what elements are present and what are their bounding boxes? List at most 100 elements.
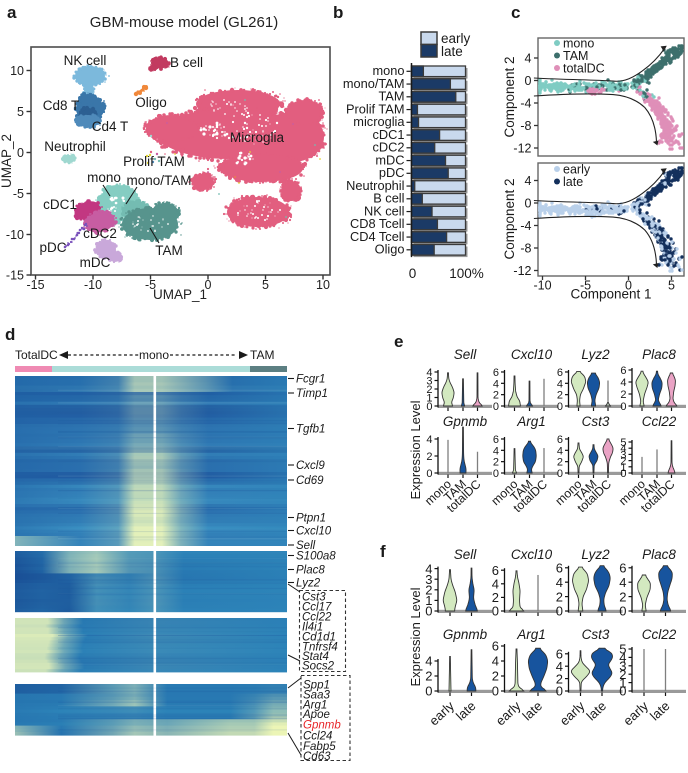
svg-text:2: 2 [556,671,563,686]
svg-text:6: 6 [556,560,563,575]
svg-text:Plac8: Plac8 [642,547,676,562]
svg-text:mono: mono [139,348,169,362]
svg-text:-4: -4 [520,97,531,111]
svg-text:4: 4 [426,434,432,446]
svg-text:2: 2 [619,667,626,682]
svg-text:Sell: Sell [296,540,316,552]
svg-text:3: 3 [425,572,432,587]
svg-text:mDC: mDC [80,255,111,270]
svg-text:TAM: TAM [378,89,404,104]
svg-text:4: 4 [425,561,432,576]
svg-text:0: 0 [425,604,432,619]
svg-text:Neutrophil: Neutrophil [346,178,404,193]
svg-text:CD4 Tcell: CD4 Tcell [350,229,405,244]
svg-text:Ccl22: Ccl22 [642,414,677,429]
svg-text:Ccl22: Ccl22 [302,612,332,624]
svg-text:late: late [519,698,545,723]
svg-text:pDC: pDC [379,165,405,180]
svg-text:0: 0 [525,74,532,88]
svg-text:B cell: B cell [373,191,404,206]
svg-text:5: 5 [619,642,626,657]
svg-text:Cst3: Cst3 [302,592,326,604]
svg-text:Cd63: Cd63 [303,751,331,763]
svg-text:Cxcl9: Cxcl9 [296,460,325,472]
svg-text:3: 3 [619,658,626,673]
svg-text:0: 0 [426,401,432,413]
svg-text:4: 4 [556,659,563,674]
svg-text:-4: -4 [520,219,531,233]
svg-text:2: 2 [426,451,432,463]
svg-text:Gpnmb: Gpnmb [443,627,488,642]
svg-text:e: e [394,332,403,351]
svg-text:0: 0 [619,684,626,699]
svg-text:a: a [7,3,17,22]
svg-text:0: 0 [492,684,499,699]
svg-text:0: 0 [425,684,432,699]
svg-text:mono/TAM: mono/TAM [343,76,405,91]
svg-text:0: 0 [493,468,499,480]
svg-text:0: 0 [492,604,499,619]
svg-text:Fcgr1: Fcgr1 [296,374,325,386]
svg-text:2: 2 [425,582,432,597]
svg-text:2: 2 [557,457,563,469]
svg-text:b: b [333,3,343,22]
svg-text:microglia: microglia [353,114,405,129]
svg-text:4: 4 [492,576,499,591]
svg-text:Stat4: Stat4 [302,651,329,663]
svg-text:NK cell: NK cell [64,53,107,68]
svg-text:Il4i1: Il4i1 [302,622,323,634]
svg-text:2: 2 [620,389,626,401]
svg-text:pDC: pDC [39,240,66,255]
svg-text:Cxcl10: Cxcl10 [511,347,553,362]
svg-text:UMAP_1: UMAP_1 [153,287,207,302]
svg-text:3: 3 [620,449,626,461]
svg-text:10: 10 [10,64,24,78]
svg-text:Cd8 T: Cd8 T [43,98,80,113]
svg-text:10: 10 [316,278,330,292]
svg-text:GBM-mouse model (GL261): GBM-mouse model (GL261) [90,14,278,31]
svg-text:mono: mono [372,63,404,78]
svg-text:2: 2 [493,457,499,469]
svg-text:100%: 100% [449,266,484,281]
svg-text:TotalDC: TotalDC [15,348,58,362]
svg-text:0: 0 [409,266,417,281]
svg-text:late: late [441,44,463,59]
svg-text:1: 1 [425,593,432,608]
svg-text:UMAP_2: UMAP_2 [0,134,14,188]
svg-text:Arg1: Arg1 [516,414,546,429]
svg-text:TAM: TAM [250,348,274,362]
svg-text:-10: -10 [533,279,551,293]
svg-text:Oligo: Oligo [135,95,167,110]
svg-text:NK cell: NK cell [364,203,405,218]
svg-text:0: 0 [625,279,632,293]
svg-text:cDC1: cDC1 [43,197,77,212]
svg-text:-10: -10 [84,278,102,292]
svg-text:0: 0 [620,468,626,480]
svg-text:-10: -10 [6,228,24,242]
svg-text:2: 2 [556,589,563,604]
svg-text:Spp1: Spp1 [303,680,330,692]
svg-text:4: 4 [557,445,563,457]
svg-text:0: 0 [17,146,24,160]
svg-text:S100a8: S100a8 [296,551,336,563]
svg-text:0: 0 [620,401,626,413]
svg-text:0: 0 [493,401,499,413]
svg-text:c: c [511,3,520,22]
svg-text:2: 2 [425,669,432,684]
svg-text:0: 0 [619,604,626,619]
svg-text:-12: -12 [513,264,531,278]
svg-text:Arg1: Arg1 [516,627,546,642]
svg-text:0: 0 [205,278,212,292]
svg-text:3: 3 [426,375,432,387]
svg-text:4: 4 [619,650,626,665]
svg-text:Plac8: Plac8 [642,347,676,362]
svg-text:cDC2: cDC2 [83,226,117,241]
svg-text:Oligo: Oligo [375,242,405,257]
svg-text:0: 0 [556,604,563,619]
svg-text:6: 6 [493,434,499,446]
svg-text:Component 2: Component 2 [502,178,517,259]
svg-text:Cd69: Cd69 [296,475,324,487]
svg-text:2: 2 [620,456,626,468]
svg-text:-12: -12 [513,142,531,156]
svg-text:Ccl24: Ccl24 [303,731,332,743]
